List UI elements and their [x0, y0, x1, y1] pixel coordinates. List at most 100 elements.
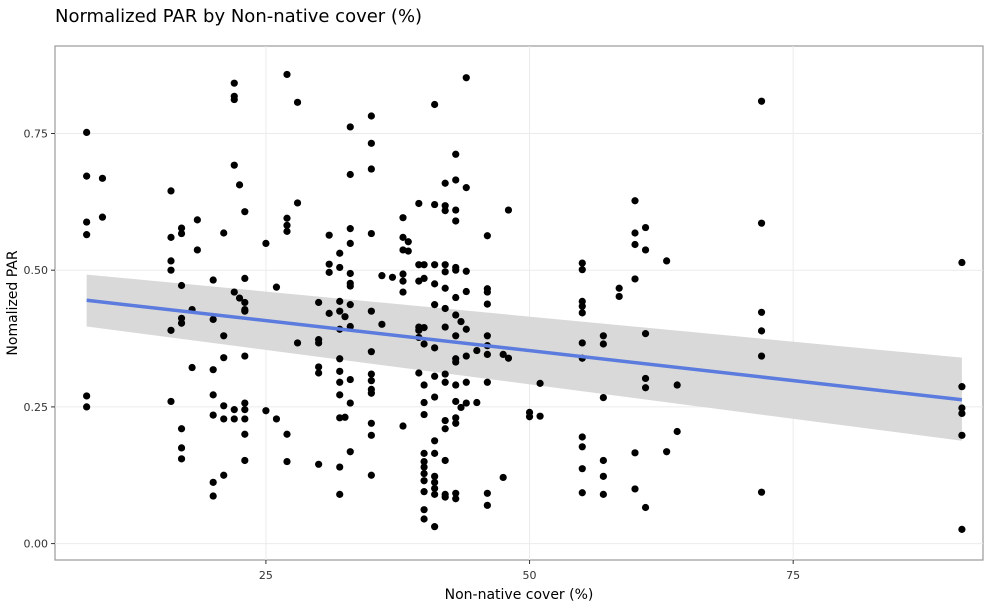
data-point [388, 273, 397, 281]
data-point [167, 187, 175, 195]
data-point [452, 176, 460, 184]
data-point [209, 391, 217, 399]
x-tick-label: 25 [259, 569, 273, 582]
data-point [177, 444, 186, 452]
data-point [958, 525, 966, 533]
data-point [209, 411, 217, 419]
data-point [420, 398, 428, 407]
data-point [420, 340, 428, 348]
data-point [230, 288, 238, 296]
data-point [578, 465, 586, 473]
data-point [578, 443, 586, 451]
data-point [441, 493, 449, 501]
data-point [241, 430, 249, 438]
data-point [578, 259, 586, 267]
data-point [462, 184, 470, 192]
data-point [177, 281, 186, 290]
data-point [441, 261, 449, 269]
data-point [462, 378, 470, 386]
data-point [457, 317, 465, 326]
data-point [578, 297, 586, 305]
data-point [367, 431, 375, 439]
data-point [346, 301, 354, 309]
data-point [209, 366, 217, 374]
data-point [336, 263, 344, 272]
data-point [220, 415, 228, 423]
data-point [283, 457, 291, 466]
data-point [641, 374, 650, 383]
data-point [473, 398, 481, 407]
data-point [336, 367, 344, 375]
data-point [958, 383, 966, 391]
data-point [336, 355, 344, 363]
x-axis-title: Non-native cover (%) [445, 587, 594, 602]
data-point [631, 240, 639, 249]
data-point [167, 266, 175, 274]
data-point [536, 412, 544, 420]
data-point [536, 379, 544, 387]
data-point [209, 315, 217, 324]
data-point [220, 402, 228, 410]
data-point [578, 309, 586, 317]
data-point [757, 219, 766, 227]
data-point [241, 208, 249, 216]
data-point [241, 307, 249, 315]
data-point [462, 399, 470, 407]
data-point [452, 358, 460, 366]
data-point [167, 326, 175, 334]
data-point [599, 340, 607, 348]
data-point [431, 478, 439, 486]
data-point [431, 280, 439, 288]
data-point [578, 433, 586, 441]
data-point [420, 488, 428, 496]
points-layer [83, 70, 966, 533]
data-point [452, 217, 460, 225]
data-point [315, 298, 323, 307]
data-point [578, 489, 586, 497]
data-point [452, 381, 460, 389]
data-point [399, 270, 407, 278]
data-point [958, 431, 966, 439]
data-point [346, 123, 354, 131]
data-point [452, 414, 460, 422]
data-point [452, 206, 460, 214]
data-point [578, 266, 586, 274]
data-point [177, 229, 186, 238]
data-point [325, 309, 333, 317]
data-point [346, 225, 354, 233]
data-point [431, 437, 439, 445]
data-point [83, 172, 91, 180]
data-point [315, 339, 323, 347]
data-point [452, 397, 460, 406]
data-point [241, 399, 249, 407]
data-point [663, 257, 671, 265]
data-point [420, 470, 428, 478]
data-point [177, 425, 186, 433]
data-point [399, 214, 407, 222]
data-point [599, 393, 607, 402]
data-point [757, 327, 766, 335]
data-point [420, 477, 428, 485]
data-point [293, 98, 302, 106]
data-point [283, 70, 291, 79]
data-point [346, 375, 354, 384]
confidence-band-layer [86, 274, 962, 441]
x-tick-label: 75 [786, 569, 800, 582]
data-point [272, 283, 281, 291]
data-point [404, 238, 412, 246]
data-point [499, 350, 507, 358]
data-point [504, 206, 513, 214]
data-point [367, 165, 375, 173]
data-point [631, 197, 639, 205]
data-point [631, 275, 639, 283]
data-point [98, 213, 107, 221]
data-point [315, 369, 323, 377]
data-point [325, 268, 333, 276]
data-point [325, 231, 333, 239]
data-point [399, 233, 407, 241]
data-point [367, 139, 375, 147]
data-point [452, 332, 460, 340]
data-point [420, 261, 428, 269]
data-point [177, 455, 186, 463]
data-point [167, 233, 175, 241]
